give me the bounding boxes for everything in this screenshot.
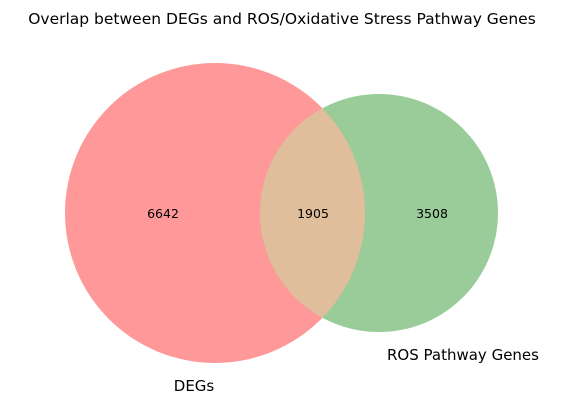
ros-pathway-label: ROS Pathway Genes — [387, 346, 539, 364]
diagram-title: Overlap between DEGs and ROS/Oxidative S… — [28, 10, 536, 28]
degs-only-count: 6642 — [147, 206, 179, 221]
overlap-count: 1905 — [297, 206, 329, 221]
degs-label: DEGs — [174, 377, 215, 395]
ros-only-count: 3508 — [416, 206, 448, 221]
